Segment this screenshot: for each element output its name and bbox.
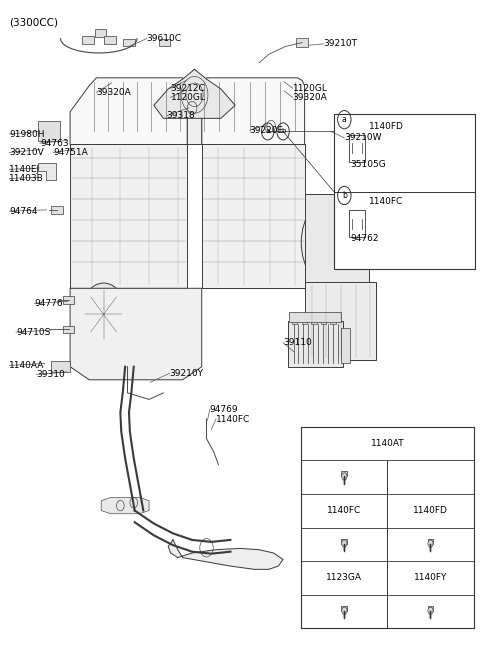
Text: 94769: 94769	[210, 405, 239, 414]
Text: 1140FD: 1140FD	[413, 506, 448, 515]
Text: 1140FC: 1140FC	[216, 415, 250, 424]
Bar	[95, 29, 106, 37]
Polygon shape	[187, 69, 202, 145]
Bar	[104, 36, 116, 44]
Text: 1140FC: 1140FC	[369, 197, 404, 206]
Bar	[82, 36, 94, 44]
Circle shape	[81, 283, 127, 346]
Text: 39210V: 39210V	[9, 148, 44, 157]
Polygon shape	[101, 497, 149, 514]
Text: 39220E: 39220E	[250, 126, 284, 135]
Text: a: a	[265, 128, 270, 134]
Bar	[312, 318, 317, 324]
Circle shape	[301, 195, 370, 290]
Bar	[305, 193, 369, 288]
Text: 94764: 94764	[9, 207, 38, 215]
Bar	[51, 206, 63, 214]
Text: 11403B: 11403B	[9, 174, 44, 183]
Text: 39320A: 39320A	[96, 88, 131, 97]
Text: 1120GL: 1120GL	[293, 84, 327, 93]
Bar	[123, 39, 135, 47]
Circle shape	[342, 607, 347, 614]
Text: b: b	[281, 128, 285, 134]
Text: (3300CC): (3300CC)	[9, 17, 58, 27]
Circle shape	[342, 473, 347, 480]
Text: 1140AA: 1140AA	[9, 361, 45, 370]
Text: 39210Y: 39210Y	[169, 369, 204, 378]
Bar	[292, 318, 298, 324]
Polygon shape	[70, 78, 187, 145]
Bar	[51, 362, 70, 372]
Text: 39320A: 39320A	[293, 93, 327, 102]
Polygon shape	[154, 69, 235, 119]
Text: 39318: 39318	[167, 111, 195, 121]
Text: 94762: 94762	[350, 234, 379, 243]
Text: b: b	[342, 191, 347, 200]
Text: 39212C: 39212C	[170, 84, 205, 93]
Text: 39210T: 39210T	[324, 39, 358, 48]
Text: 1140FD: 1140FD	[369, 122, 404, 131]
Bar	[288, 321, 343, 367]
Bar	[341, 606, 347, 610]
Text: 39610C: 39610C	[147, 34, 181, 43]
Circle shape	[428, 540, 433, 547]
Bar	[305, 282, 376, 360]
Polygon shape	[168, 540, 283, 569]
Bar	[38, 121, 60, 141]
Text: 1140AT: 1140AT	[371, 439, 404, 448]
Text: a: a	[342, 115, 347, 124]
Text: 94751A: 94751A	[53, 148, 88, 157]
Text: 39310: 39310	[36, 370, 65, 379]
Polygon shape	[70, 288, 202, 380]
Bar	[341, 538, 347, 544]
Polygon shape	[70, 145, 187, 288]
Bar	[289, 312, 340, 322]
Circle shape	[342, 540, 347, 547]
Text: 1140EJ: 1140EJ	[9, 165, 40, 174]
Text: 1123GA: 1123GA	[326, 573, 362, 582]
Bar	[302, 318, 307, 324]
Bar	[63, 296, 74, 304]
Circle shape	[428, 607, 433, 614]
Bar	[330, 318, 336, 324]
Text: 35105G: 35105G	[350, 160, 386, 168]
Text: 94763: 94763	[40, 139, 69, 147]
Polygon shape	[202, 145, 305, 288]
Bar	[296, 38, 309, 47]
Text: 91980H: 91980H	[9, 130, 45, 138]
Polygon shape	[202, 78, 305, 145]
Text: 94776: 94776	[34, 299, 63, 308]
Bar	[428, 538, 433, 544]
Text: 39210W: 39210W	[344, 134, 382, 142]
Text: 39110: 39110	[283, 338, 312, 347]
Text: 1120GL: 1120GL	[170, 93, 205, 102]
Bar	[63, 326, 74, 333]
Bar	[341, 472, 347, 476]
Bar	[341, 328, 350, 364]
Bar	[334, 115, 475, 269]
Bar	[301, 427, 474, 628]
Bar	[428, 606, 433, 610]
Bar	[321, 318, 326, 324]
Polygon shape	[38, 163, 56, 179]
Bar	[158, 39, 170, 47]
Text: 1140FY: 1140FY	[414, 573, 447, 582]
Text: 94710S: 94710S	[16, 328, 50, 337]
Circle shape	[324, 226, 348, 259]
Text: 1140FC: 1140FC	[327, 506, 361, 515]
